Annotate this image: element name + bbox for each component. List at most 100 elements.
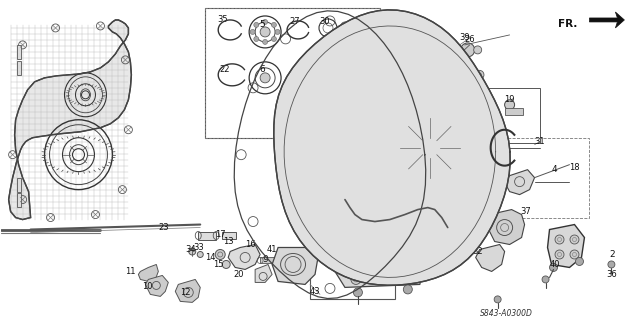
Circle shape [275,29,280,34]
Circle shape [351,271,360,280]
Circle shape [197,251,204,257]
Circle shape [418,86,422,90]
Text: 35: 35 [217,15,227,25]
Text: 33: 33 [193,243,204,252]
Text: 26: 26 [465,35,475,44]
Circle shape [275,147,284,156]
Text: 3: 3 [352,185,358,194]
Polygon shape [255,264,272,282]
Polygon shape [175,279,200,302]
Text: 16: 16 [245,240,255,249]
Circle shape [420,138,440,158]
Text: 22: 22 [219,65,230,74]
Text: 39: 39 [460,33,470,42]
Text: 25: 25 [383,193,393,202]
Circle shape [550,263,557,271]
Text: S843-A0300D: S843-A0300D [479,309,532,318]
Bar [310,234,395,300]
Bar [17,193,20,207]
Text: 5: 5 [259,20,265,29]
Text: 2: 2 [609,250,615,259]
Circle shape [351,23,360,32]
Text: 7: 7 [362,113,368,122]
Circle shape [335,194,346,205]
Circle shape [570,250,579,259]
Circle shape [482,104,493,116]
Circle shape [474,46,482,54]
Circle shape [403,94,407,99]
Circle shape [260,73,270,83]
Text: 8: 8 [355,18,361,26]
Circle shape [351,274,361,285]
Circle shape [222,261,230,269]
Polygon shape [274,10,510,285]
Circle shape [608,261,615,268]
Circle shape [355,104,365,115]
Circle shape [271,36,276,41]
Polygon shape [272,248,318,285]
Text: 13: 13 [223,237,234,246]
Text: 29: 29 [307,73,317,82]
Circle shape [413,77,417,81]
Text: 34: 34 [185,245,196,254]
Polygon shape [8,20,131,219]
Circle shape [494,296,501,303]
Text: 37: 37 [520,207,531,216]
Circle shape [260,27,270,37]
Bar [17,61,20,75]
Circle shape [262,40,268,44]
Polygon shape [138,264,158,281]
Text: 43: 43 [310,287,321,296]
Text: 11: 11 [125,267,136,276]
Circle shape [555,235,564,244]
Circle shape [542,276,549,283]
Text: 20: 20 [233,270,243,279]
Circle shape [420,271,429,280]
Text: 15: 15 [213,260,223,269]
Circle shape [250,29,255,34]
Circle shape [254,22,259,27]
Bar [504,108,523,115]
Circle shape [474,114,485,125]
Polygon shape [476,244,504,271]
Polygon shape [335,251,425,287]
Polygon shape [548,225,584,267]
Bar [490,138,589,218]
Text: 36: 36 [606,270,617,279]
Polygon shape [488,210,525,244]
Bar [470,88,540,143]
Text: 23: 23 [158,223,168,232]
Bar [260,257,274,263]
Text: FR.: FR. [558,19,577,29]
Text: 40: 40 [549,260,560,269]
Text: 4: 4 [552,165,557,174]
Bar [17,178,20,192]
Circle shape [345,263,355,272]
Circle shape [475,224,484,233]
Bar [205,8,380,138]
Circle shape [461,43,475,57]
Circle shape [311,78,319,86]
Polygon shape [228,244,260,270]
Text: 12: 12 [180,288,191,297]
Bar [17,45,20,59]
Text: 18: 18 [569,163,580,172]
Bar [345,22,373,30]
Text: 28: 28 [289,72,300,81]
Circle shape [271,22,276,27]
Circle shape [575,257,584,265]
Circle shape [475,70,484,79]
Circle shape [504,100,515,110]
Circle shape [353,288,362,297]
Text: 17: 17 [215,230,225,239]
Circle shape [254,36,259,41]
Circle shape [398,86,402,90]
Circle shape [262,19,268,25]
Text: 10: 10 [142,282,152,291]
Circle shape [555,250,564,259]
Circle shape [396,74,424,102]
Circle shape [452,152,464,164]
Text: 27: 27 [290,18,300,26]
Circle shape [399,272,409,282]
Text: 9: 9 [262,255,268,264]
